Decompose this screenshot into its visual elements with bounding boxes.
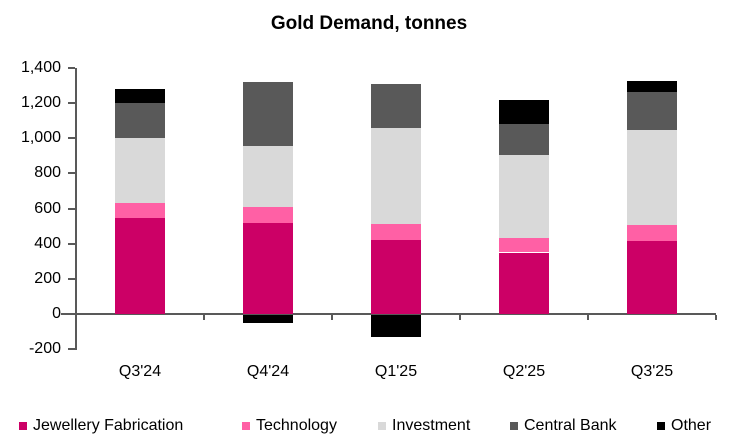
- legend-swatch-technology: [242, 422, 250, 430]
- bar-segment-central-bank: [627, 91, 677, 131]
- y-tick: [67, 102, 75, 105]
- x-tick: [715, 315, 717, 320]
- legend: Jewellery Fabrication Technology Investmen…: [0, 417, 738, 437]
- y-tick: [67, 207, 75, 210]
- x-tick: [459, 315, 461, 320]
- bar-segment-technology: [627, 225, 677, 242]
- legend-label: Technology: [256, 417, 337, 434]
- legend-item-central-bank: Central Bank: [510, 417, 617, 435]
- y-tick-label: 1,000: [20, 129, 61, 147]
- y-tick-label: 200: [34, 269, 61, 287]
- x-axis-label: Q2'25: [502, 363, 546, 380]
- legend-label: Other: [671, 417, 712, 434]
- y-tick-label: 1,200: [20, 94, 61, 112]
- bar-segment-technology: [371, 224, 421, 241]
- legend-swatch-investment: [378, 422, 386, 430]
- y-tick: [67, 348, 75, 351]
- bar-segment-investment: [627, 130, 677, 226]
- y-tick: [67, 172, 75, 175]
- legend-swatch-jewellery-fabrication: [19, 422, 27, 430]
- bar-segment-other: [371, 315, 421, 337]
- legend-swatch-central-bank: [510, 422, 518, 430]
- y-tick: [67, 277, 75, 280]
- legend-item-investment: Investment: [378, 417, 470, 435]
- bar-segment-other: [499, 99, 549, 125]
- bar-segment-jewellery-fabrication: [243, 222, 293, 314]
- legend-label: Jewellery Fabrication: [33, 417, 184, 434]
- legend-item-technology: Technology: [242, 417, 337, 435]
- bar-segment-jewellery-fabrication: [115, 218, 165, 314]
- y-axis-line: [74, 67, 77, 350]
- y-tick-label: 1,400: [20, 59, 61, 76]
- bar-segment-investment: [243, 146, 293, 207]
- bar-segment-investment: [499, 154, 549, 238]
- bar-segment-technology: [243, 206, 293, 223]
- x-tick: [587, 315, 589, 320]
- bar-segment-other: [243, 315, 293, 323]
- bar-segment-jewellery-fabrication: [499, 252, 549, 314]
- bar-segment-central-bank: [499, 124, 549, 155]
- legend-item-other: Other: [657, 417, 711, 435]
- bar-segment-jewellery-fabrication: [371, 240, 421, 314]
- y-tick: [67, 242, 75, 245]
- x-tick: [331, 315, 333, 320]
- y-tick: [67, 67, 75, 69]
- bar-segment-other: [115, 89, 165, 104]
- bar-segment-central-bank: [243, 82, 293, 147]
- y-tick-label: 800: [34, 164, 61, 182]
- x-tick: [203, 315, 205, 320]
- x-axis-label: Q3'25: [630, 363, 674, 380]
- y-tick-label: 400: [34, 234, 61, 252]
- bar-segment-other: [627, 81, 677, 92]
- bar-segment-technology: [499, 237, 549, 253]
- legend-item-jewellery-fabrication: Jewellery Fabrication: [19, 417, 183, 435]
- y-tick-label: 0: [52, 305, 61, 322]
- y-tick: [67, 137, 75, 140]
- bar-segment-central-bank: [115, 103, 165, 139]
- bar-segment-technology: [115, 203, 165, 219]
- legend-label: Central Bank: [524, 417, 617, 434]
- legend-swatch-other: [657, 422, 665, 430]
- x-axis-label: Q3'24: [118, 363, 162, 380]
- bar-segment-investment: [115, 138, 165, 204]
- legend-label: Investment: [392, 417, 471, 434]
- bar-segment-investment: [371, 127, 421, 225]
- bar-segment-central-bank: [371, 83, 421, 128]
- chart-title: Gold Demand, tonnes: [270, 13, 468, 34]
- x-axis-line: [61, 313, 716, 315]
- x-axis-label: Q1'25: [374, 363, 418, 380]
- y-tick-label: -200: [28, 340, 61, 358]
- y-tick-label: 600: [34, 199, 61, 217]
- x-axis-label: Q4'24: [246, 363, 290, 380]
- bar-segment-jewellery-fabrication: [627, 241, 677, 314]
